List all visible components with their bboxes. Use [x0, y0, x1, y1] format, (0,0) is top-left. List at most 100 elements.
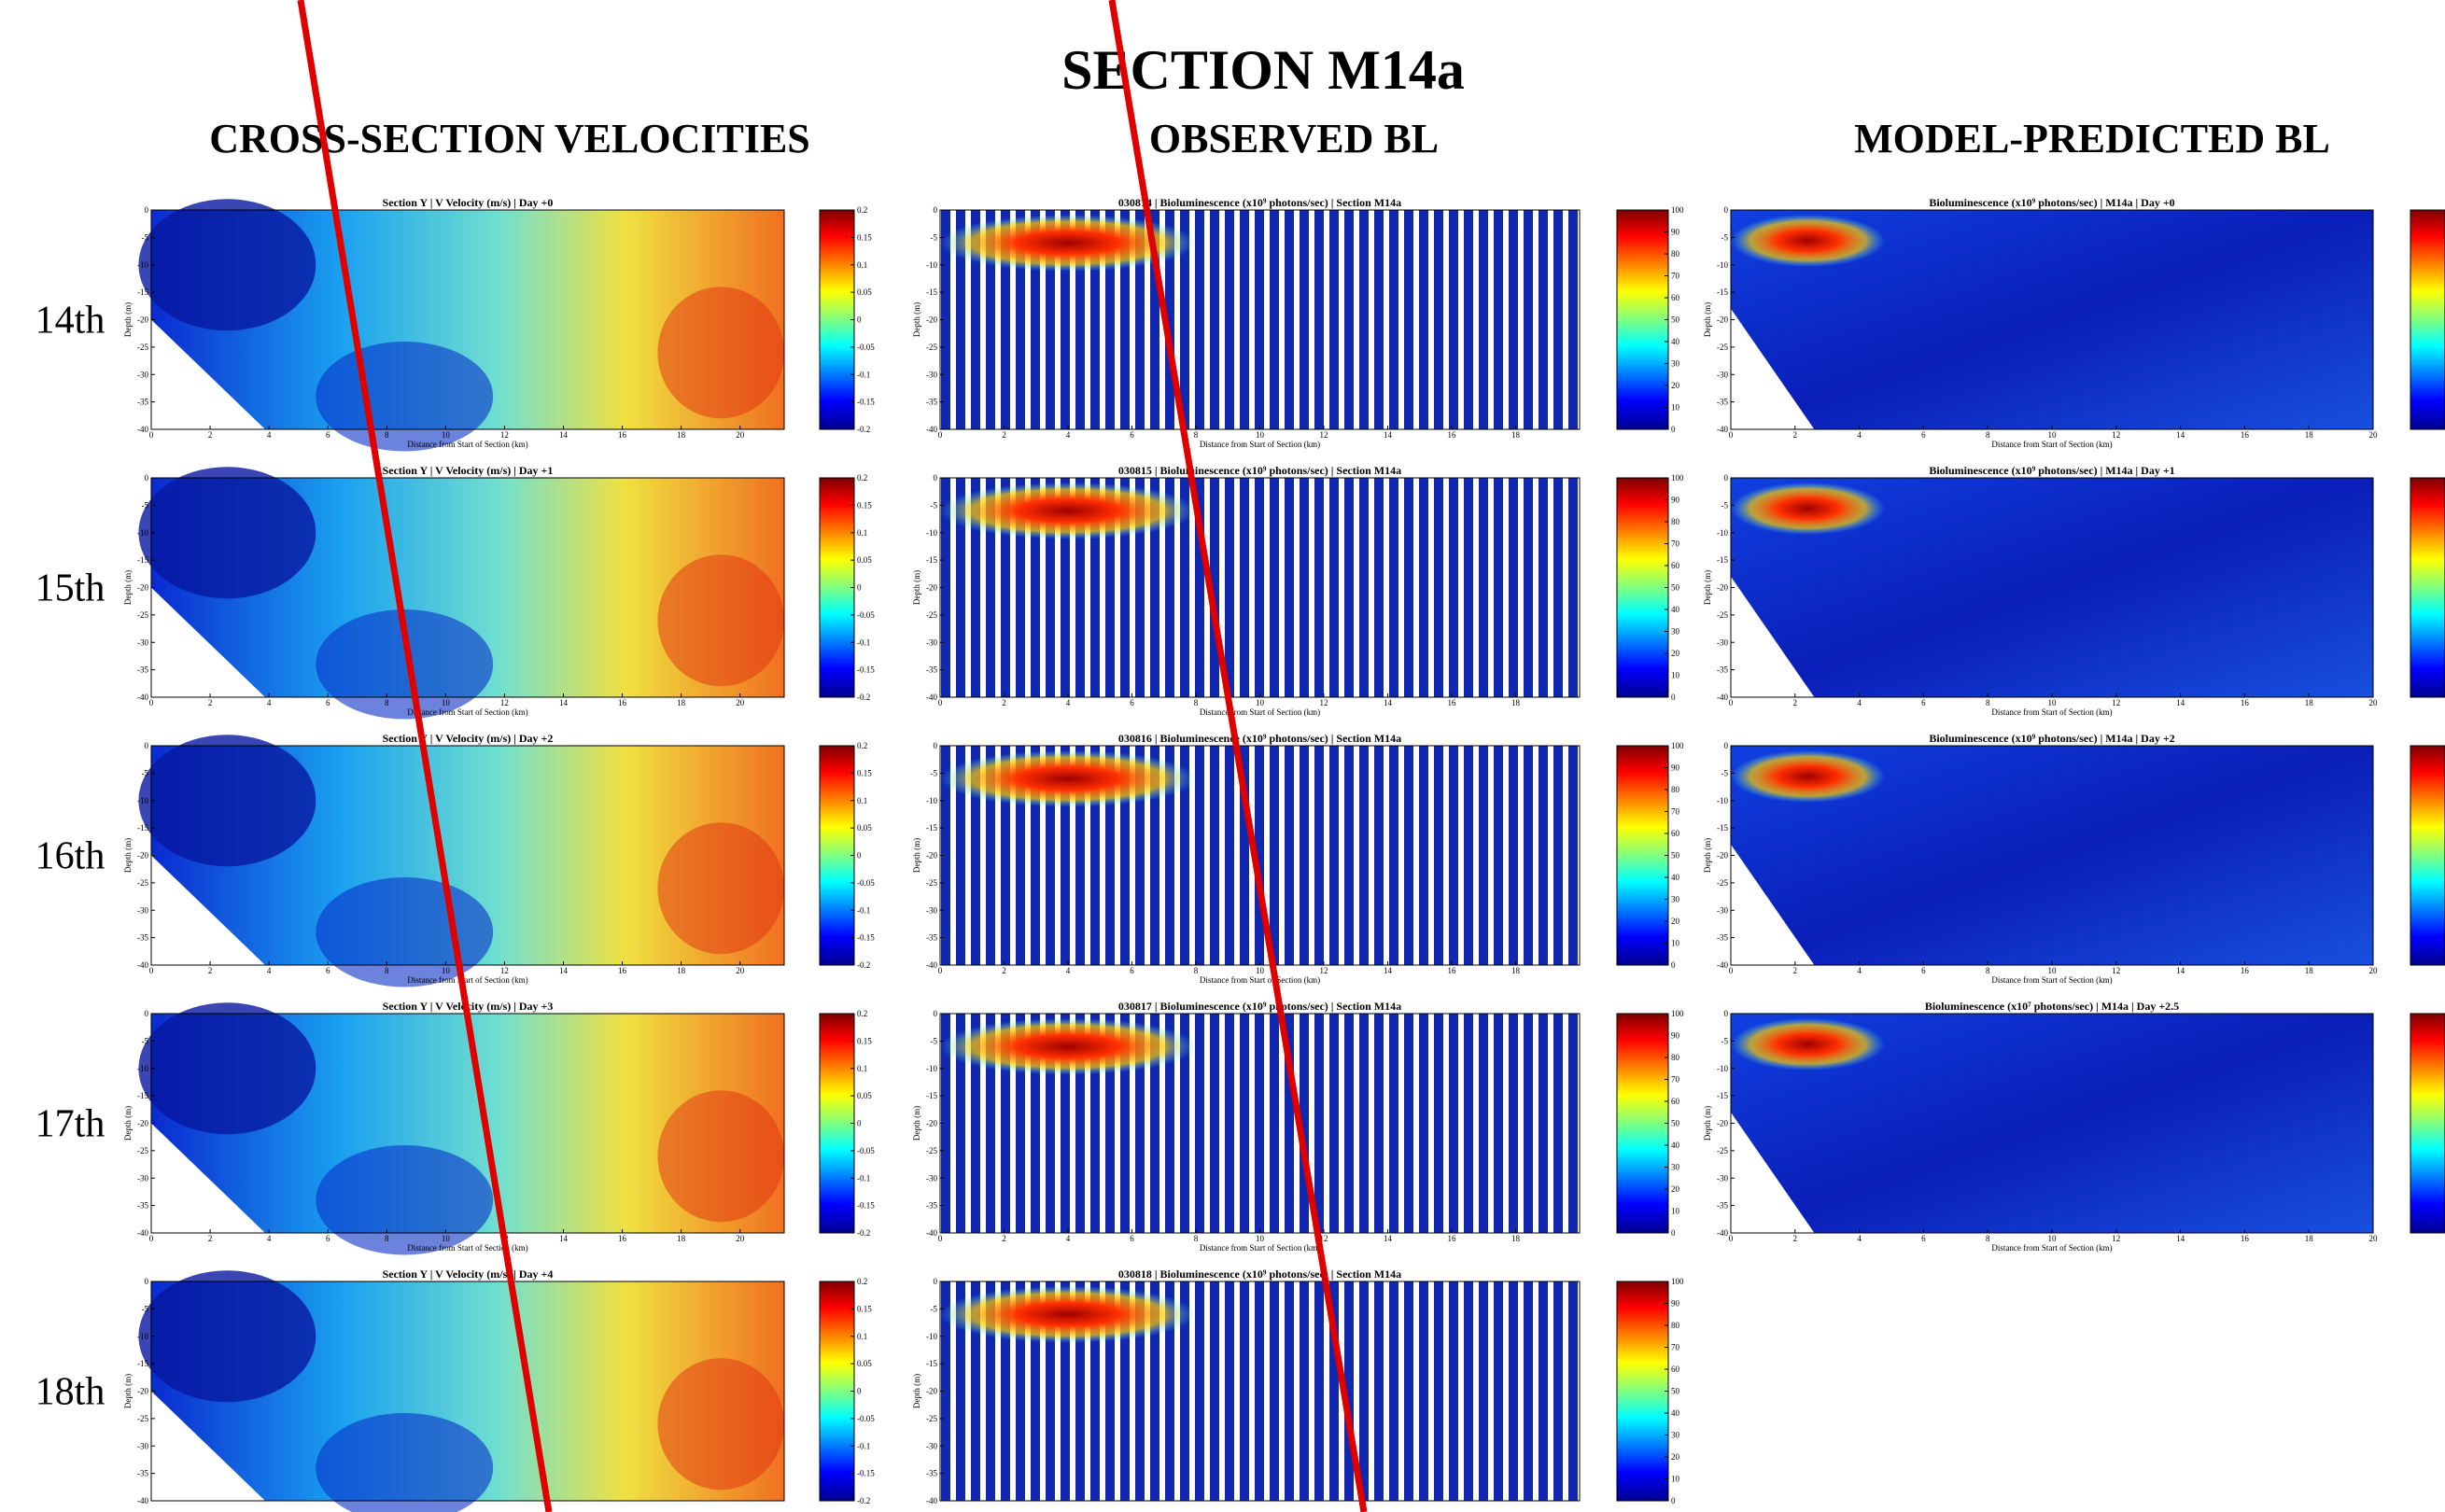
- x-tick-label: 4: [267, 430, 272, 440]
- x-tick-label: 18: [677, 698, 686, 707]
- x-tick-label: 16: [618, 1234, 627, 1243]
- x-tick-label: 14: [559, 966, 569, 975]
- x-tick-label: 14: [2176, 1234, 2185, 1243]
- colorbar-tick-label: 0.1: [857, 1064, 867, 1073]
- field-mask: [151, 319, 266, 429]
- y-axis-label: Depth (m): [123, 302, 133, 337]
- colorbar-tick-label: 80: [1671, 517, 1680, 526]
- x-axis-label: Distance from Start of Section (km): [1200, 1243, 1320, 1253]
- column-header: MODEL-PREDICTED BL: [1854, 116, 2330, 161]
- y-tick-label: -10: [137, 528, 148, 538]
- field: [940, 478, 1580, 697]
- x-tick-label: 16: [1448, 966, 1457, 975]
- colorbar-tick-label: 30: [1671, 627, 1680, 637]
- field-blob: [657, 554, 784, 687]
- y-tick-label: -20: [137, 583, 148, 593]
- y-tick-label: -30: [137, 905, 148, 915]
- x-tick-label: 20: [2369, 966, 2379, 975]
- colorbar-tick-label: 0: [857, 583, 862, 593]
- colorbar-tick-label: 60: [1671, 293, 1680, 302]
- x-tick-label: 6: [326, 966, 330, 975]
- x-tick-label: 16: [2241, 430, 2250, 440]
- y-tick-label: -35: [926, 665, 937, 675]
- x-tick-label: 14: [2176, 966, 2185, 975]
- y-axis-label: Depth (m): [1703, 1106, 1712, 1141]
- colorbar-tick-label: 50: [1671, 1387, 1680, 1396]
- x-tick-label: 6: [326, 430, 330, 440]
- colorbar-tick-label: 90: [1671, 763, 1680, 773]
- y-axis-label: Depth (m): [912, 302, 921, 337]
- x-tick-label: 0: [938, 698, 943, 707]
- colorbar-tick-label: 0: [857, 315, 862, 325]
- colorbar-tick-label: -0.1: [857, 905, 870, 915]
- y-tick-label: -35: [1717, 665, 1728, 675]
- y-tick-label: -40: [1717, 693, 1728, 702]
- x-tick-label: 0: [149, 430, 154, 440]
- x-tick-label: 0: [1729, 1234, 1734, 1243]
- colorbar-tick-label: 0.15: [857, 232, 872, 242]
- x-tick-label: 4: [1857, 1234, 1862, 1243]
- annotation-line: [1108, 0, 1368, 1512]
- y-tick-label: -5: [142, 500, 149, 510]
- colorbar-tick-label: 70: [1671, 1343, 1680, 1352]
- x-tick-label: 2: [1002, 966, 1006, 975]
- y-tick-label: -5: [142, 768, 149, 777]
- colorbar: [1616, 477, 1669, 698]
- panel-title: Bioluminescence (x10⁹ photons/sec) | M14…: [1929, 196, 2174, 209]
- y-tick-label: -35: [137, 1201, 148, 1211]
- colorbar-tick-label: 20: [1671, 649, 1680, 658]
- x-tick-label: 18: [2305, 698, 2314, 707]
- annotation-line: [297, 0, 553, 1512]
- colorbar-tick-label: -0.05: [857, 610, 875, 620]
- y-tick-label: -40: [1717, 425, 1728, 434]
- colorbar-tick-label: 70: [1671, 539, 1680, 549]
- x-tick-label: 8: [1194, 698, 1199, 707]
- x-tick-label: 12: [500, 698, 509, 707]
- field-blob: [657, 1358, 784, 1491]
- field-blob: [138, 1270, 316, 1403]
- x-tick-label: 6: [326, 1234, 330, 1243]
- y-tick-label: -15: [926, 1091, 937, 1100]
- field-blob: [657, 1090, 784, 1223]
- y-axis-label: Depth (m): [123, 570, 133, 605]
- y-tick-label: 0: [145, 741, 149, 750]
- colorbar-tick-label: 60: [1671, 829, 1680, 838]
- x-tick-label: 16: [618, 430, 627, 440]
- x-tick-label: 10: [1256, 1234, 1265, 1243]
- colorbar-tick-label: 0.15: [857, 768, 872, 777]
- panel-title: 030818 | Bioluminescence (x10⁹ photons/s…: [1118, 1267, 1401, 1281]
- y-tick-label: -40: [926, 960, 937, 970]
- y-tick-label: -35: [137, 398, 148, 407]
- x-tick-label: 20: [736, 698, 745, 707]
- x-axis-label: Distance from Start of Section (km): [407, 707, 527, 717]
- y-tick-label: -35: [926, 933, 937, 943]
- x-tick-label: 8: [385, 430, 389, 440]
- field-blob: [940, 1285, 1196, 1343]
- y-tick-label: -20: [926, 851, 937, 861]
- y-tick-label: 0: [1724, 205, 1729, 215]
- y-tick-label: -20: [1717, 1119, 1728, 1128]
- colorbar-tick-label: -0.15: [857, 1469, 875, 1478]
- x-tick-label: 10: [2048, 966, 2058, 975]
- y-tick-label: -15: [1717, 823, 1728, 833]
- x-tick-label: 2: [1793, 966, 1798, 975]
- y-tick-label: -5: [1721, 500, 1729, 510]
- x-tick-label: 4: [1066, 1234, 1071, 1243]
- colorbar-tick-label: 60: [1671, 1365, 1680, 1374]
- colorbar: [1616, 1281, 1669, 1502]
- y-tick-label: -10: [137, 260, 148, 270]
- y-tick-label: -25: [926, 610, 937, 620]
- x-tick-label: 6: [1130, 430, 1134, 440]
- x-tick-label: 4: [1857, 698, 1862, 707]
- x-tick-label: 2: [1793, 698, 1798, 707]
- x-tick-label: 2: [208, 698, 213, 707]
- colorbar-tick-label: 10: [1671, 403, 1680, 413]
- y-tick-label: -25: [926, 878, 937, 888]
- field: [138, 467, 784, 720]
- colorbar-tick-label: 30: [1671, 1163, 1680, 1172]
- x-tick-label: 12: [1320, 430, 1328, 440]
- x-tick-label: 4: [1066, 430, 1071, 440]
- colorbar: [819, 1013, 855, 1234]
- x-tick-label: 12: [1320, 1234, 1328, 1243]
